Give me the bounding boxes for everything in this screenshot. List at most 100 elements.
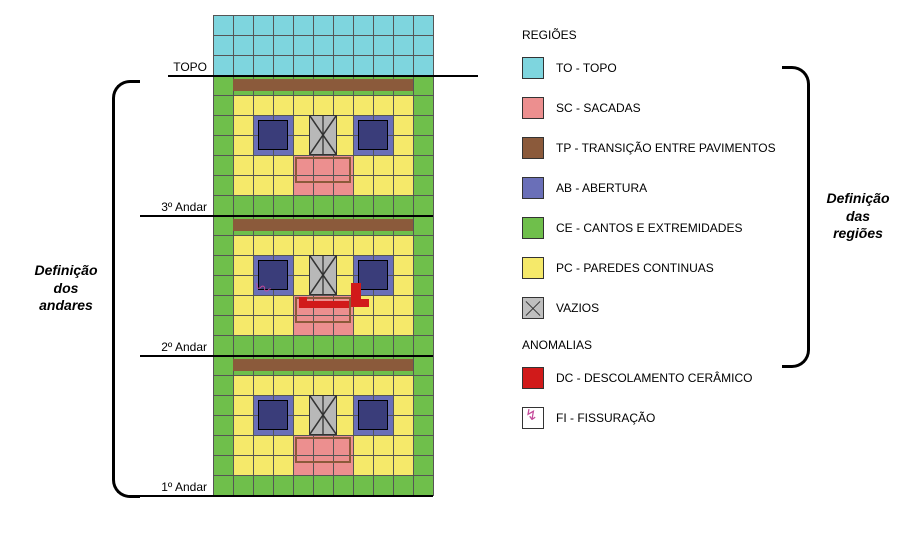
grid-cell <box>394 56 414 76</box>
grid-cell <box>294 96 314 116</box>
grid-cell <box>394 176 414 196</box>
grid-cell <box>374 176 394 196</box>
legend-text: VAZIOS <box>556 301 599 315</box>
grid-cell <box>414 256 434 276</box>
right-side-label-line2: das <box>846 208 870 224</box>
legend-row: DC - DESCOLAMENTO CERÂMICO <box>522 368 776 388</box>
left-bracket <box>112 80 140 498</box>
grid-cell <box>234 96 254 116</box>
grid-cell <box>294 196 314 216</box>
grid-cell <box>234 476 254 496</box>
grid-cell <box>214 156 234 176</box>
grid-cell <box>414 436 434 456</box>
grid-cell <box>234 116 254 136</box>
grid-cell <box>394 276 414 296</box>
grid-cell <box>294 476 314 496</box>
legend-swatch-DC <box>522 367 544 389</box>
grid-cell <box>354 16 374 36</box>
grid-cell <box>394 376 414 396</box>
grid-cell <box>414 196 434 216</box>
grid-cell <box>374 156 394 176</box>
grid-cell <box>234 16 254 36</box>
grid-cell <box>274 16 294 36</box>
grid-cell <box>214 416 234 436</box>
grid-cell <box>234 456 254 476</box>
grid-cell <box>214 456 234 476</box>
grid-cell <box>234 196 254 216</box>
grid-cell <box>254 16 274 36</box>
floor-line <box>168 75 478 77</box>
grid-cell <box>294 56 314 76</box>
grid-cell <box>214 96 234 116</box>
grid-cell <box>214 76 234 96</box>
grid-cell <box>354 176 374 196</box>
grid-cell <box>254 96 274 116</box>
legend-row: PC - PAREDES CONTINUAS <box>522 258 776 278</box>
grid-cell <box>334 56 354 76</box>
grid-cell <box>234 56 254 76</box>
grid-cell <box>414 116 434 136</box>
tp-band <box>233 219 413 231</box>
grid-cell <box>214 176 234 196</box>
grid-cell <box>414 56 434 76</box>
legend-text: TO - TOPO <box>556 61 617 75</box>
floor-line <box>140 355 433 357</box>
grid-cell <box>354 196 374 216</box>
grid-cell <box>254 156 274 176</box>
grid-cell <box>274 56 294 76</box>
grid-cell <box>394 136 414 156</box>
grid-cell <box>234 176 254 196</box>
grid-cell <box>214 396 234 416</box>
grid-cell <box>414 416 434 436</box>
grid-cell <box>394 316 414 336</box>
grid-cell <box>414 156 434 176</box>
anomaly-dc <box>299 297 307 303</box>
legend-text: TP - TRANSIÇÃO ENTRE PAVIMENTOS <box>556 141 776 155</box>
grid-cell <box>394 476 414 496</box>
grid-cell <box>414 456 434 476</box>
grid-cell <box>334 96 354 116</box>
legend-row: ↯FI - FISSURAÇÃO <box>522 408 776 428</box>
grid-cell <box>294 376 314 396</box>
grid-cell <box>374 196 394 216</box>
grid-cell <box>314 476 334 496</box>
grid-cell <box>274 196 294 216</box>
grid-cell <box>314 56 334 76</box>
legend-swatch-PC <box>522 257 544 279</box>
grid-cell <box>214 436 234 456</box>
grid-cell <box>214 56 234 76</box>
legend-text: SC - SACADAS <box>556 101 641 115</box>
grid-cell <box>274 476 294 496</box>
grid-cell <box>234 396 254 416</box>
legend-swatch-FI: ↯ <box>522 407 544 429</box>
tp-band <box>233 79 413 91</box>
right-bracket <box>782 66 810 368</box>
grid-cell <box>414 236 434 256</box>
grid-cell <box>314 196 334 216</box>
grid-cell <box>394 196 414 216</box>
grid-cell <box>374 376 394 396</box>
grid-cell <box>394 396 414 416</box>
grid-cell <box>274 176 294 196</box>
right-side-label: Definição das regiões <box>818 190 898 243</box>
grid-cell <box>354 236 374 256</box>
legend-text: AB - ABERTURA <box>556 181 647 195</box>
grid-cell <box>254 456 274 476</box>
grid-cell <box>214 136 234 156</box>
legend-row: VAZIOS <box>522 298 776 318</box>
grid-cell <box>314 36 334 56</box>
grid-cell <box>414 296 434 316</box>
grid-cell <box>274 316 294 336</box>
legend-swatch-VA <box>522 297 544 319</box>
grid-cell <box>254 436 274 456</box>
grid-cell <box>214 116 234 136</box>
grid-cell <box>354 316 374 336</box>
grid-cell <box>394 96 414 116</box>
legend-swatch-SC <box>522 97 544 119</box>
left-side-label-line1: Definição <box>34 262 97 278</box>
grid-cell <box>414 176 434 196</box>
grid-cell <box>234 316 254 336</box>
vazio-box <box>309 395 337 435</box>
grid-cell <box>414 76 434 96</box>
grid-cell <box>254 316 274 336</box>
